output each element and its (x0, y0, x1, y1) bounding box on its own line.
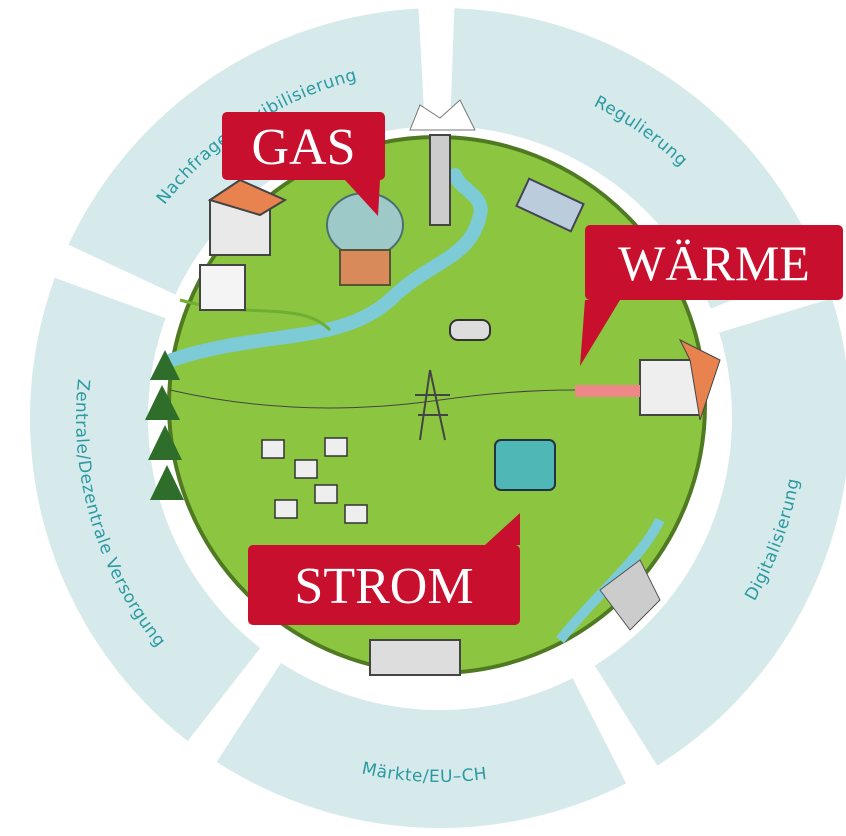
forest (145, 350, 184, 500)
gas-tank (326, 192, 404, 258)
callout-box (585, 225, 843, 300)
mountain (409, 99, 476, 131)
heat-pipe (575, 385, 640, 397)
house (199, 264, 246, 311)
roof (207, 178, 288, 217)
tower (429, 134, 451, 226)
power-plant (369, 639, 461, 676)
globe (145, 99, 721, 676)
callouts: GAS WÄRME STROM (222, 112, 843, 625)
ring-segment (594, 298, 846, 766)
callout-tail (345, 180, 380, 216)
ring: Nachfrage/FlexibilisierungRegulierungDig… (29, 8, 846, 829)
cooling-tower (599, 559, 661, 631)
river (165, 168, 488, 367)
ring-segment (216, 662, 627, 829)
ring-segment (29, 277, 261, 742)
river (556, 517, 665, 644)
car (449, 319, 491, 341)
callout-label: WÄRME (618, 235, 810, 291)
pylon (415, 369, 450, 441)
roof (678, 338, 721, 421)
callout-tail (580, 300, 620, 366)
battery (494, 439, 556, 491)
village (261, 437, 368, 524)
callout-box (248, 545, 520, 625)
callout-box (222, 112, 385, 180)
building (339, 249, 391, 286)
callout-label: STROM (294, 558, 473, 615)
callout-tail (485, 513, 520, 545)
solar-panel (515, 177, 585, 233)
callout-label: GAS (251, 119, 355, 176)
